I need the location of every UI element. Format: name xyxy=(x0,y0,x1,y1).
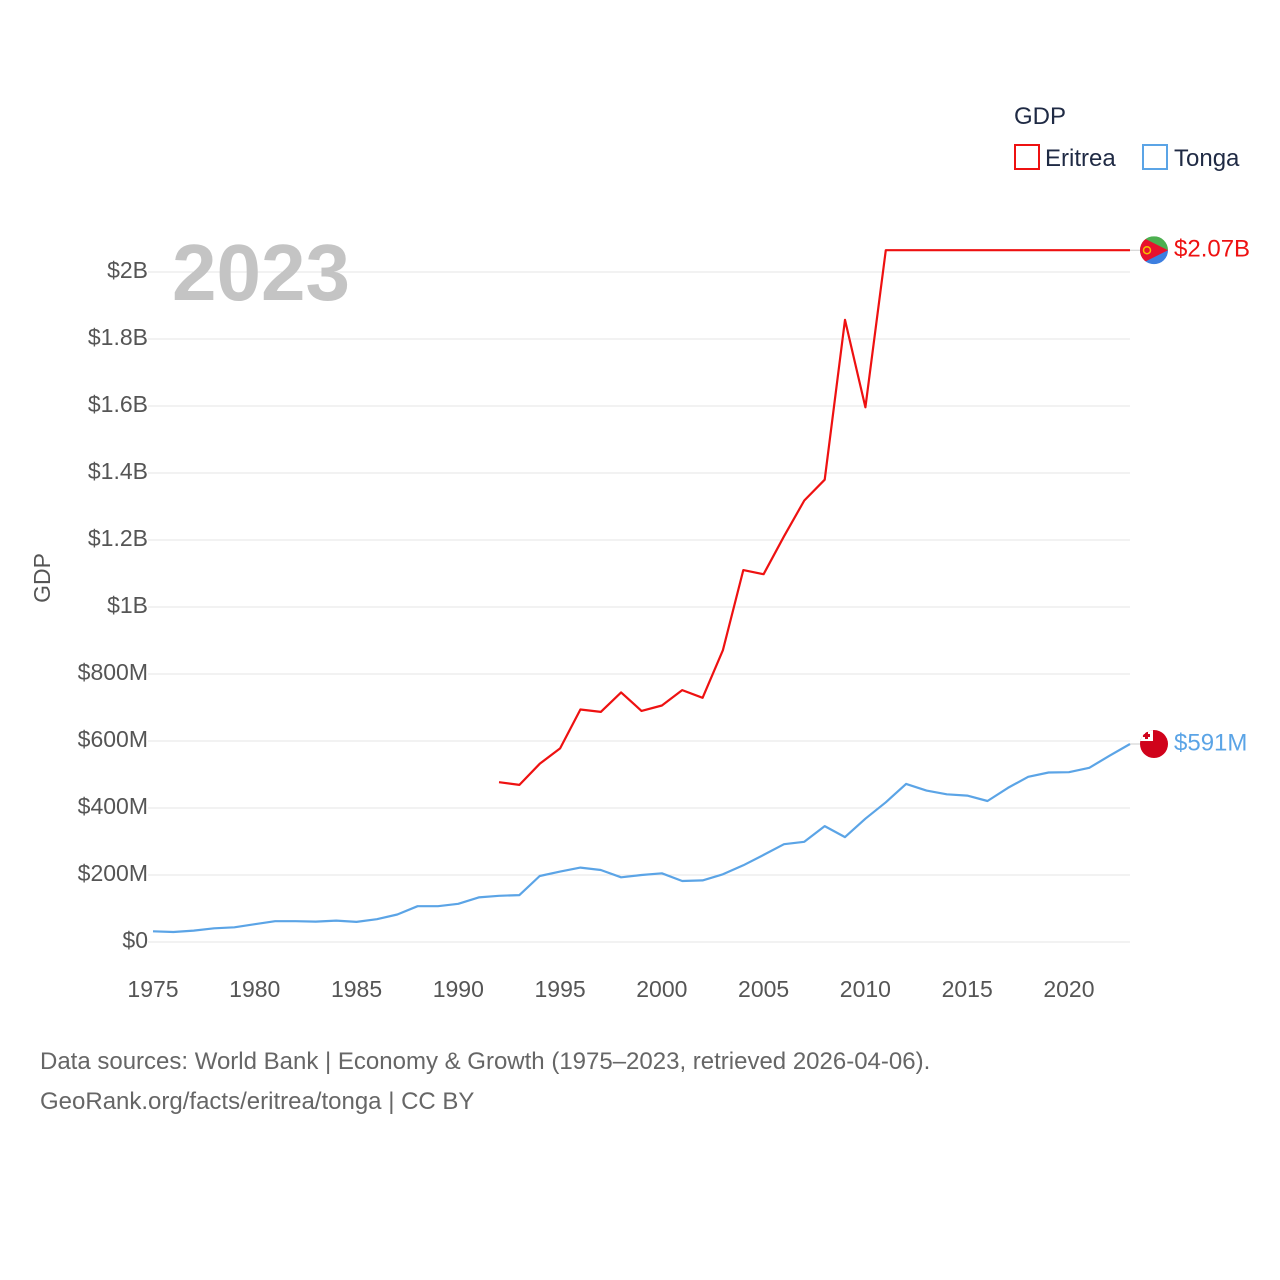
x-tick-label: 1975 xyxy=(127,976,178,1002)
series-lines xyxy=(152,249,1131,934)
y-tick-label: $0 xyxy=(122,927,148,953)
eritrea-flag-icon xyxy=(1140,236,1168,265)
current-year-label: 2023 xyxy=(172,228,350,317)
x-tick-label: 1985 xyxy=(331,976,382,1002)
end-labels: $2.07B $591M xyxy=(1130,236,1250,759)
tonga-flag-icon xyxy=(1140,730,1168,759)
legend-title: GDP xyxy=(1014,103,1066,130)
y-tick-label: $1.8B xyxy=(88,324,148,350)
end-value-label-tonga: $591M xyxy=(1174,729,1247,756)
legend-swatch-tonga[interactable] xyxy=(1142,144,1168,170)
y-tick-label: $800M xyxy=(78,659,148,685)
x-tick-label: 2000 xyxy=(636,976,687,1002)
y-tick-label: $600M xyxy=(78,726,148,752)
y-tick-label: $400M xyxy=(78,793,148,819)
y-tick-label: $200M xyxy=(78,860,148,886)
x-tick-label: 1995 xyxy=(534,976,585,1002)
y-tick-label: $1.4B xyxy=(88,458,148,484)
data-sources-text: Data sources: World Bank | Economy & Gro… xyxy=(40,1048,931,1075)
footer: Data sources: World Bank | Economy & Gro… xyxy=(40,1042,930,1122)
gridlines xyxy=(148,271,1130,943)
x-tick-label: 1980 xyxy=(229,976,280,1002)
y-tick-label: $2B xyxy=(107,257,148,283)
x-axis-ticks: 1975 1980 1985 1990 1995 2000 2005 2010 2015 2020 xyxy=(127,976,1094,1002)
y-axis-ticks: $0 $200M $400M $600M $800M $1B $1.2B $1.4B $1.6B… xyxy=(78,257,148,953)
y-tick-label: $1B xyxy=(107,592,148,618)
x-tick-label: 2010 xyxy=(840,976,891,1002)
legend-swatch-eritrea[interactable] xyxy=(1014,144,1040,170)
series-line-tonga[interactable] xyxy=(152,743,1131,934)
source-url-text[interactable]: GeoRank.org/facts/eritrea/tonga | CC BY xyxy=(40,1088,475,1115)
x-tick-label: 2005 xyxy=(738,976,789,1002)
end-value-label-eritrea: $2.07B xyxy=(1174,236,1250,263)
series-line-eritrea[interactable] xyxy=(498,249,1130,787)
legend[interactable]: GDP Eritrea Tonga xyxy=(1014,103,1240,172)
y-tick-label: $1.2B xyxy=(88,525,148,551)
x-tick-label: 2020 xyxy=(1043,976,1094,1002)
y-tick-label: $1.6B xyxy=(88,391,148,417)
legend-label-tonga[interactable]: Tonga xyxy=(1174,145,1240,172)
y-axis-label: GDP xyxy=(29,553,55,603)
x-tick-label: 2015 xyxy=(942,976,993,1002)
x-tick-label: 1990 xyxy=(433,976,484,1002)
legend-label-eritrea[interactable]: Eritrea xyxy=(1045,145,1116,172)
gdp-line-chart: $0 $200M $400M $600M $800M $1B $1.2B $1.4B $1.6B… xyxy=(29,103,1250,1002)
